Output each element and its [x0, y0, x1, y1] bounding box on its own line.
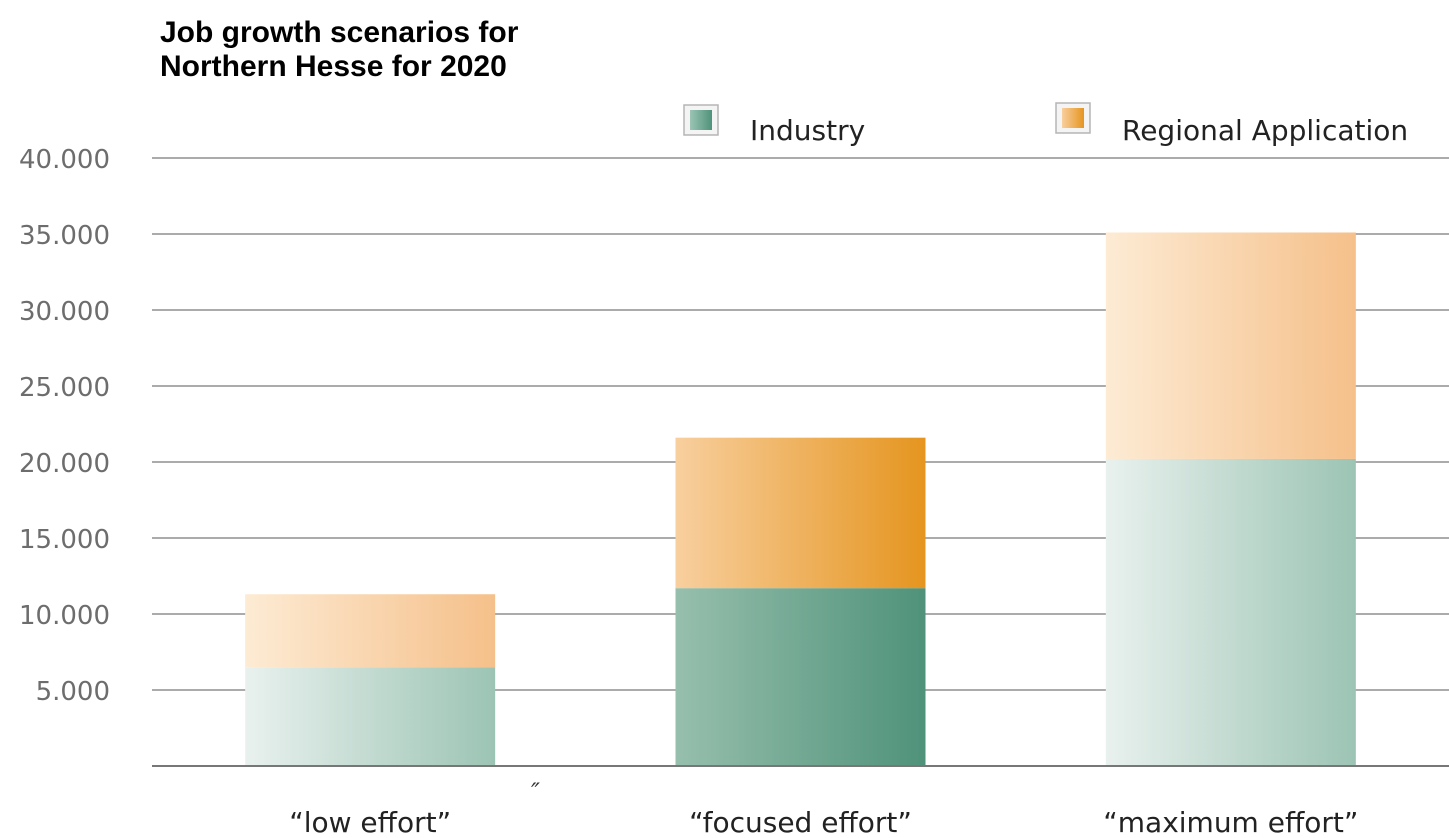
x-tick-label: “maximum effort”	[1103, 806, 1358, 838]
legend-item-regional: Regional Application	[1056, 103, 1408, 147]
y-tick-label: 5.000	[36, 677, 110, 707]
y-tick-label: 10.000	[19, 601, 110, 631]
legend-swatch-industry	[690, 110, 712, 130]
x-axis-ticks: “low effort” “focused effort” “maximum eff…	[289, 806, 1358, 838]
bar-regional-2	[1106, 232, 1356, 458]
bars	[245, 232, 1356, 766]
y-tick-label: 35.000	[19, 221, 110, 251]
y-tick-label: 20.000	[19, 449, 110, 479]
bar-industry-0	[245, 667, 495, 766]
y-tick-label: 30.000	[19, 297, 110, 327]
bar-industry-2	[1106, 459, 1356, 766]
x-tick-label: “focused effort”	[689, 806, 912, 838]
y-tick-label: 25.000	[19, 373, 110, 403]
bar-industry-1	[676, 588, 926, 766]
stray-mark: ″	[531, 778, 540, 806]
bar-regional-1	[676, 438, 926, 588]
x-tick-label: “low effort”	[289, 806, 451, 838]
legend-item-industry: Industry	[684, 105, 865, 147]
legend-label-industry: Industry	[750, 114, 865, 147]
y-tick-label: 15.000	[19, 525, 110, 555]
y-tick-label: 40.000	[19, 145, 110, 175]
y-axis-ticks: 5.000 10.000 15.000 20.000 25.000 30.000 35.00…	[19, 145, 110, 707]
chart-title-line-1: Job growth scenarios for	[160, 16, 519, 49]
legend-label-regional: Regional Application	[1122, 114, 1408, 147]
bar-regional-0	[245, 594, 495, 667]
legend-swatch-regional	[1062, 108, 1084, 128]
legend: Industry Regional Application	[684, 103, 1408, 147]
chart-title-line-2: Northern Hesse for 2020	[160, 50, 507, 83]
